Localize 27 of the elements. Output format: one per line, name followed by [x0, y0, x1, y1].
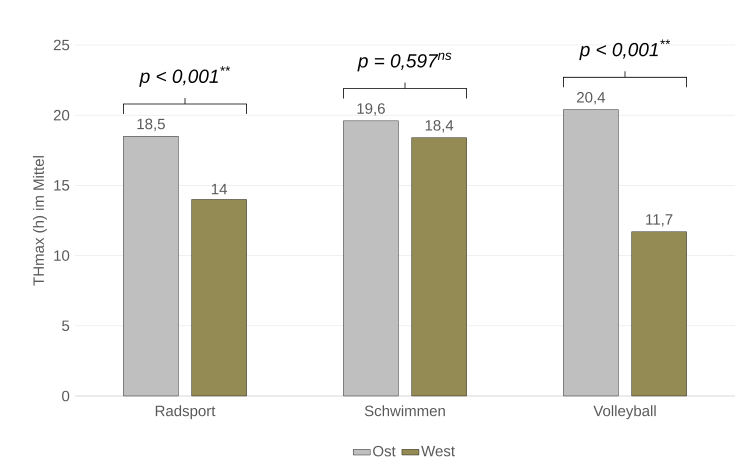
x-tick-label: Volleyball	[593, 405, 656, 420]
bar	[343, 120, 399, 396]
y-tick-label: 25	[54, 40, 70, 50]
bar	[563, 109, 619, 396]
data-label: 14	[212, 184, 228, 194]
annotation: p < 0,001$^{**}$	[579, 40, 670, 60]
legend-label: Ost	[373, 446, 396, 456]
data-label: 18,4	[426, 120, 454, 132]
legend-label: West	[421, 446, 455, 456]
annotation: p < 0,001$^{**}$	[139, 66, 230, 87]
bar	[411, 137, 467, 396]
data-label: 18,5	[137, 118, 165, 132]
y-tick-label: 20	[54, 110, 70, 121]
y-tick-label: 15	[54, 180, 70, 191]
bar	[631, 232, 687, 396]
annotation: p = 0,597$^{ns}$	[357, 52, 452, 72]
data-label: 19,6	[357, 103, 385, 116]
data-label: 20,4	[577, 92, 606, 104]
y-tick-label: 10	[54, 250, 70, 261]
y-tick-label: 5	[62, 320, 70, 332]
bar	[123, 136, 179, 396]
x-tick-label: Schwimmen	[364, 405, 445, 416]
y-axis-title: THmax (h) im Mittel	[32, 156, 47, 286]
data-label: 11,7	[646, 214, 672, 227]
y-tick-label: 0	[62, 390, 70, 402]
bar	[191, 199, 247, 396]
x-tick-label: Radsport	[156, 405, 216, 420]
